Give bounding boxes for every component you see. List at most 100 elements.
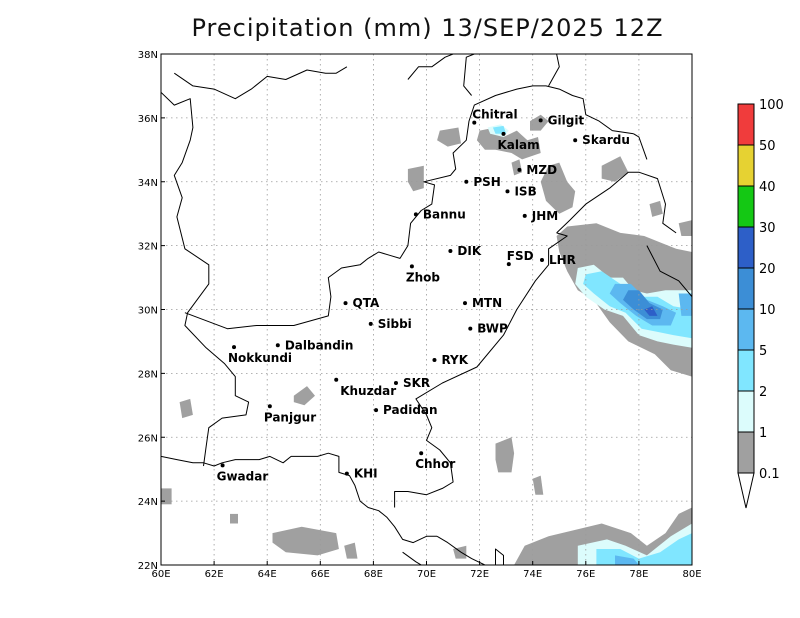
city-dot (539, 257, 544, 262)
city-bannu: Bannu (413, 207, 466, 221)
border-line-1 (184, 85, 634, 330)
city-dot (393, 380, 398, 385)
border-line-3 (463, 54, 475, 96)
border-line-2 (174, 66, 348, 100)
city-padidan: Padidan (374, 403, 438, 417)
border-line-7 (556, 171, 677, 234)
border-line-8 (633, 133, 648, 160)
city-sibbi: Sibbi (368, 317, 412, 331)
city-ryk: RYK (432, 353, 469, 367)
colorbar-segment-8 (737, 103, 755, 146)
city-dot (419, 451, 424, 456)
precip-area-17 (344, 542, 358, 559)
city-dot (344, 471, 349, 476)
colorbar-label: 20 (759, 262, 776, 277)
precip-area-13 (293, 386, 315, 406)
city-bwp: BWP (468, 322, 508, 336)
city-label: Nokkundi (228, 351, 292, 365)
city-dot (220, 463, 225, 468)
city-label: FSD (507, 249, 534, 263)
city-dot (501, 131, 506, 136)
x-tick-label: 66E (311, 569, 330, 580)
city-skr: SKR (393, 376, 430, 390)
city-label: DIK (457, 244, 481, 258)
x-tick-label: 80E (682, 569, 701, 580)
precip-area-30 (644, 306, 658, 316)
city-label: Gilgit (548, 113, 585, 127)
coast-line-2 (436, 535, 486, 565)
city-label: BWP (477, 322, 508, 336)
city-label: RYK (441, 353, 468, 367)
city-label: Skardu (582, 133, 630, 147)
colorbar-segment-0 (737, 431, 755, 474)
colorbar-label: 40 (759, 180, 776, 195)
y-tick-label: 26N (138, 433, 158, 444)
x-tick-label: 60E (151, 569, 170, 580)
axis-ticks: 60E 62E 64E 66E 68E 70E 72E 74E 76E 78E 80E 22N 24N 2… (138, 50, 702, 580)
city-dot (267, 404, 272, 409)
city-dot (275, 343, 280, 348)
y-tick-label: 30N (138, 306, 158, 317)
x-tick-label: 68E (364, 569, 383, 580)
city-gwadar: Gwadar (217, 463, 268, 483)
x-tick-label: 72E (470, 569, 489, 580)
city-nokkundi: Nokkundi (228, 345, 292, 365)
city-dot (413, 212, 418, 217)
x-tick-label: 74E (523, 569, 542, 580)
y-tick-label: 34N (138, 178, 158, 189)
x-tick-label: 78E (629, 569, 648, 580)
city-label: MZD (526, 163, 557, 177)
y-tick-label: 38N (138, 50, 158, 61)
city-label: ISB (514, 184, 536, 198)
border-line-4 (548, 54, 560, 87)
colorbar-label: 5 (759, 344, 767, 359)
city-psh: PSH (464, 175, 501, 189)
city-label: Bannu (423, 207, 466, 221)
precip-area-16 (272, 526, 339, 556)
city-dot (334, 377, 339, 382)
city-dot (538, 118, 543, 123)
x-tick-label: 70E (417, 569, 436, 580)
precip-area-10 (514, 507, 692, 565)
city-label: Chhor (415, 457, 455, 471)
city-dot (462, 301, 467, 306)
colorbar-label: 30 (759, 221, 776, 236)
colorbar-label: 50 (759, 139, 776, 154)
colorbar-label: 1 (759, 426, 767, 441)
precip-area-12 (495, 437, 515, 473)
y-tick-label: 22N (138, 561, 158, 572)
city-dot (472, 120, 477, 125)
city-qta: QTA (343, 296, 380, 310)
city-dot (505, 189, 510, 194)
city-kalam: Kalam (497, 131, 540, 152)
city-dot (368, 321, 373, 326)
city-dot (517, 167, 522, 172)
city-khi: KHI (344, 467, 378, 481)
coast-line-3 (495, 548, 504, 565)
precip-area-1 (437, 127, 461, 147)
precip-area-11 (532, 475, 544, 495)
city-dot (506, 262, 511, 267)
precip-area-18 (230, 513, 238, 524)
city-dot (522, 213, 527, 218)
city-isb: ISB (505, 184, 537, 198)
border-line-5 (407, 54, 454, 80)
city-dot (448, 249, 453, 254)
city-dot (374, 408, 379, 413)
y-tick-label: 24N (138, 497, 158, 508)
colorbar-segment-3 (737, 308, 755, 351)
city-dot (343, 301, 348, 306)
coast-line-0 (161, 452, 438, 544)
city-panjgur: Panjgur (264, 404, 316, 424)
city-skardu: Skardu (573, 133, 630, 147)
x-tick-label: 76E (576, 569, 595, 580)
colorbar-segment-7 (737, 144, 755, 187)
precip-area-28 (615, 555, 639, 565)
city-dot (409, 264, 414, 269)
precip-area-9 (678, 220, 692, 236)
city-dot (232, 345, 237, 350)
city-khuzdar: Khuzdar (334, 377, 396, 398)
y-tick-label: 32N (138, 242, 158, 253)
city-label: JHM (531, 209, 558, 223)
colorbar-segment-6 (737, 185, 755, 228)
